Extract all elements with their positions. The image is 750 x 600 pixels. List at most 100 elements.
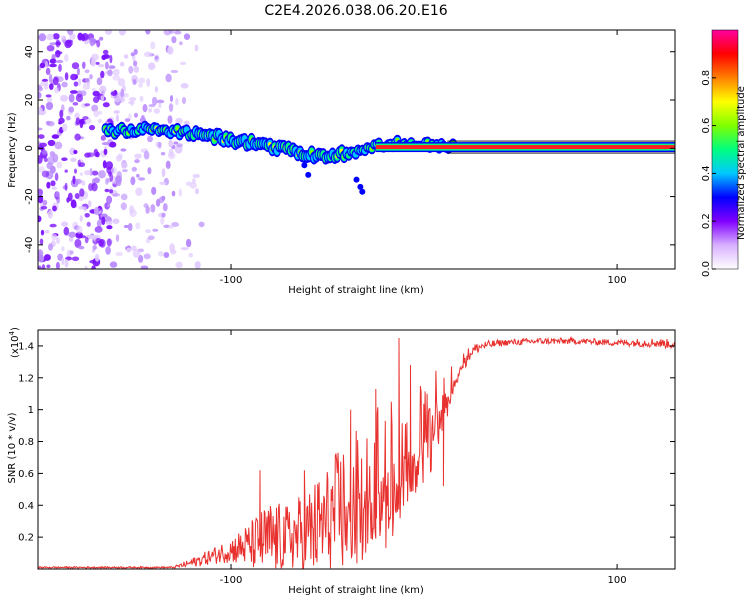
noise-speck — [158, 103, 162, 109]
snr-y-scale: (x104) — [8, 327, 21, 358]
noise-speck — [112, 74, 120, 81]
y-tick-label: 1.2 — [18, 373, 34, 384]
noise-speck — [41, 149, 48, 155]
colorbar-gradient — [712, 30, 738, 269]
noise-speck — [180, 247, 189, 251]
snr-panel: -100 100 0.2 0.4 0.6 0.8 1 1.2 1.4 Height of st… — [7, 327, 676, 596]
noise-speck — [64, 182, 68, 191]
noise-speck — [84, 69, 90, 74]
noise-speck — [70, 199, 77, 209]
noise-speck — [78, 206, 85, 210]
noise-speck — [39, 62, 46, 69]
noise-speck — [132, 248, 141, 258]
noise-speck — [183, 120, 190, 127]
noise-speck — [145, 205, 150, 214]
noise-speck — [55, 39, 61, 48]
noise-speck — [138, 177, 146, 181]
noise-speck — [75, 74, 78, 80]
noise-speck — [110, 91, 117, 96]
noise-speck — [38, 215, 42, 223]
y-tick-label: -40 — [24, 237, 35, 253]
y-tick-label: -20 — [24, 188, 35, 204]
spectrogram-frame — [37, 29, 676, 270]
noise-speck — [54, 172, 59, 181]
noise-speck — [144, 51, 152, 57]
noise-speck — [192, 178, 196, 185]
noise-speck — [74, 133, 81, 141]
noise-speck — [195, 188, 199, 195]
snr-frame — [37, 329, 676, 570]
noise-speck — [38, 166, 45, 173]
snr-x-label: Height of straight line (km) — [288, 585, 424, 596]
noise-speck — [54, 87, 59, 94]
noise-speck — [89, 74, 93, 80]
noise-speck — [128, 97, 137, 102]
noise-speck — [104, 30, 113, 35]
noise-speck — [107, 69, 113, 77]
noise-speck — [165, 73, 172, 83]
noise-speck — [77, 32, 83, 41]
noise-speck — [43, 83, 49, 90]
noise-speck — [75, 117, 81, 125]
noise-speck — [152, 228, 159, 232]
noise-speck — [45, 94, 52, 98]
noise-speck — [46, 162, 53, 170]
spectrogram-x-label: Height of straight line (km) — [288, 285, 424, 296]
noise-speck — [108, 65, 116, 69]
noise-speck — [98, 36, 104, 41]
noise-speck — [143, 203, 149, 208]
noise-speck — [141, 115, 145, 119]
noise-speck — [38, 155, 43, 164]
noise-speck — [93, 148, 99, 157]
noise-speck — [82, 61, 86, 69]
noise-speck — [38, 106, 43, 115]
noise-speck — [96, 219, 102, 228]
colorbar-tick-label: 0.0 — [701, 261, 712, 277]
noise-speck — [112, 218, 120, 224]
noise-speck — [102, 49, 109, 55]
noise-speck — [60, 94, 68, 102]
noise-speck — [104, 188, 110, 193]
noise-speck — [160, 216, 165, 225]
noise-speck — [109, 173, 114, 182]
noise-speck — [43, 157, 48, 163]
noise-speck — [97, 118, 103, 124]
noise-speck — [61, 246, 65, 251]
noise-speck — [47, 96, 53, 103]
noise-speck — [133, 65, 140, 73]
noise-speck — [102, 160, 107, 169]
noise-speck — [38, 195, 44, 204]
noise-speck — [71, 62, 80, 70]
noise-speck — [165, 160, 171, 169]
noise-speck — [115, 114, 119, 123]
noise-speck — [51, 134, 60, 139]
noise-speck — [66, 115, 71, 121]
snr-y-label: SNR (10 * v/v) — [7, 412, 18, 483]
snr-y-scale-base: (x10 — [10, 335, 21, 358]
noise-speck — [131, 166, 137, 172]
noise-speck — [159, 181, 167, 185]
noise-speck — [175, 98, 179, 106]
noise-speck — [71, 256, 80, 262]
y-tick-label: 1 — [28, 405, 34, 416]
noise-speck — [61, 257, 65, 266]
noise-speck — [179, 41, 183, 46]
noise-speck — [68, 93, 75, 103]
noise-speck — [45, 101, 54, 111]
noise-speck — [103, 148, 108, 156]
noise-speck — [134, 112, 138, 118]
noise-speck — [46, 181, 51, 189]
snr-y-ticks: 0.2 0.4 0.6 0.8 1 1.2 1.4 — [18, 341, 675, 544]
noise-speck — [56, 237, 60, 245]
band-core — [375, 145, 675, 150]
noise-speck — [185, 238, 192, 248]
noise-speck — [138, 77, 146, 84]
noise-speck — [198, 221, 205, 228]
y-tick-label: 0.4 — [18, 501, 34, 512]
noise-speck — [140, 265, 149, 269]
noise-speck — [64, 72, 69, 81]
noise-speck — [146, 78, 151, 87]
noise-speck — [84, 213, 90, 218]
chart-title: C2E4.2026.038.06.20.E16 — [264, 3, 447, 19]
noise-speck — [74, 112, 80, 120]
